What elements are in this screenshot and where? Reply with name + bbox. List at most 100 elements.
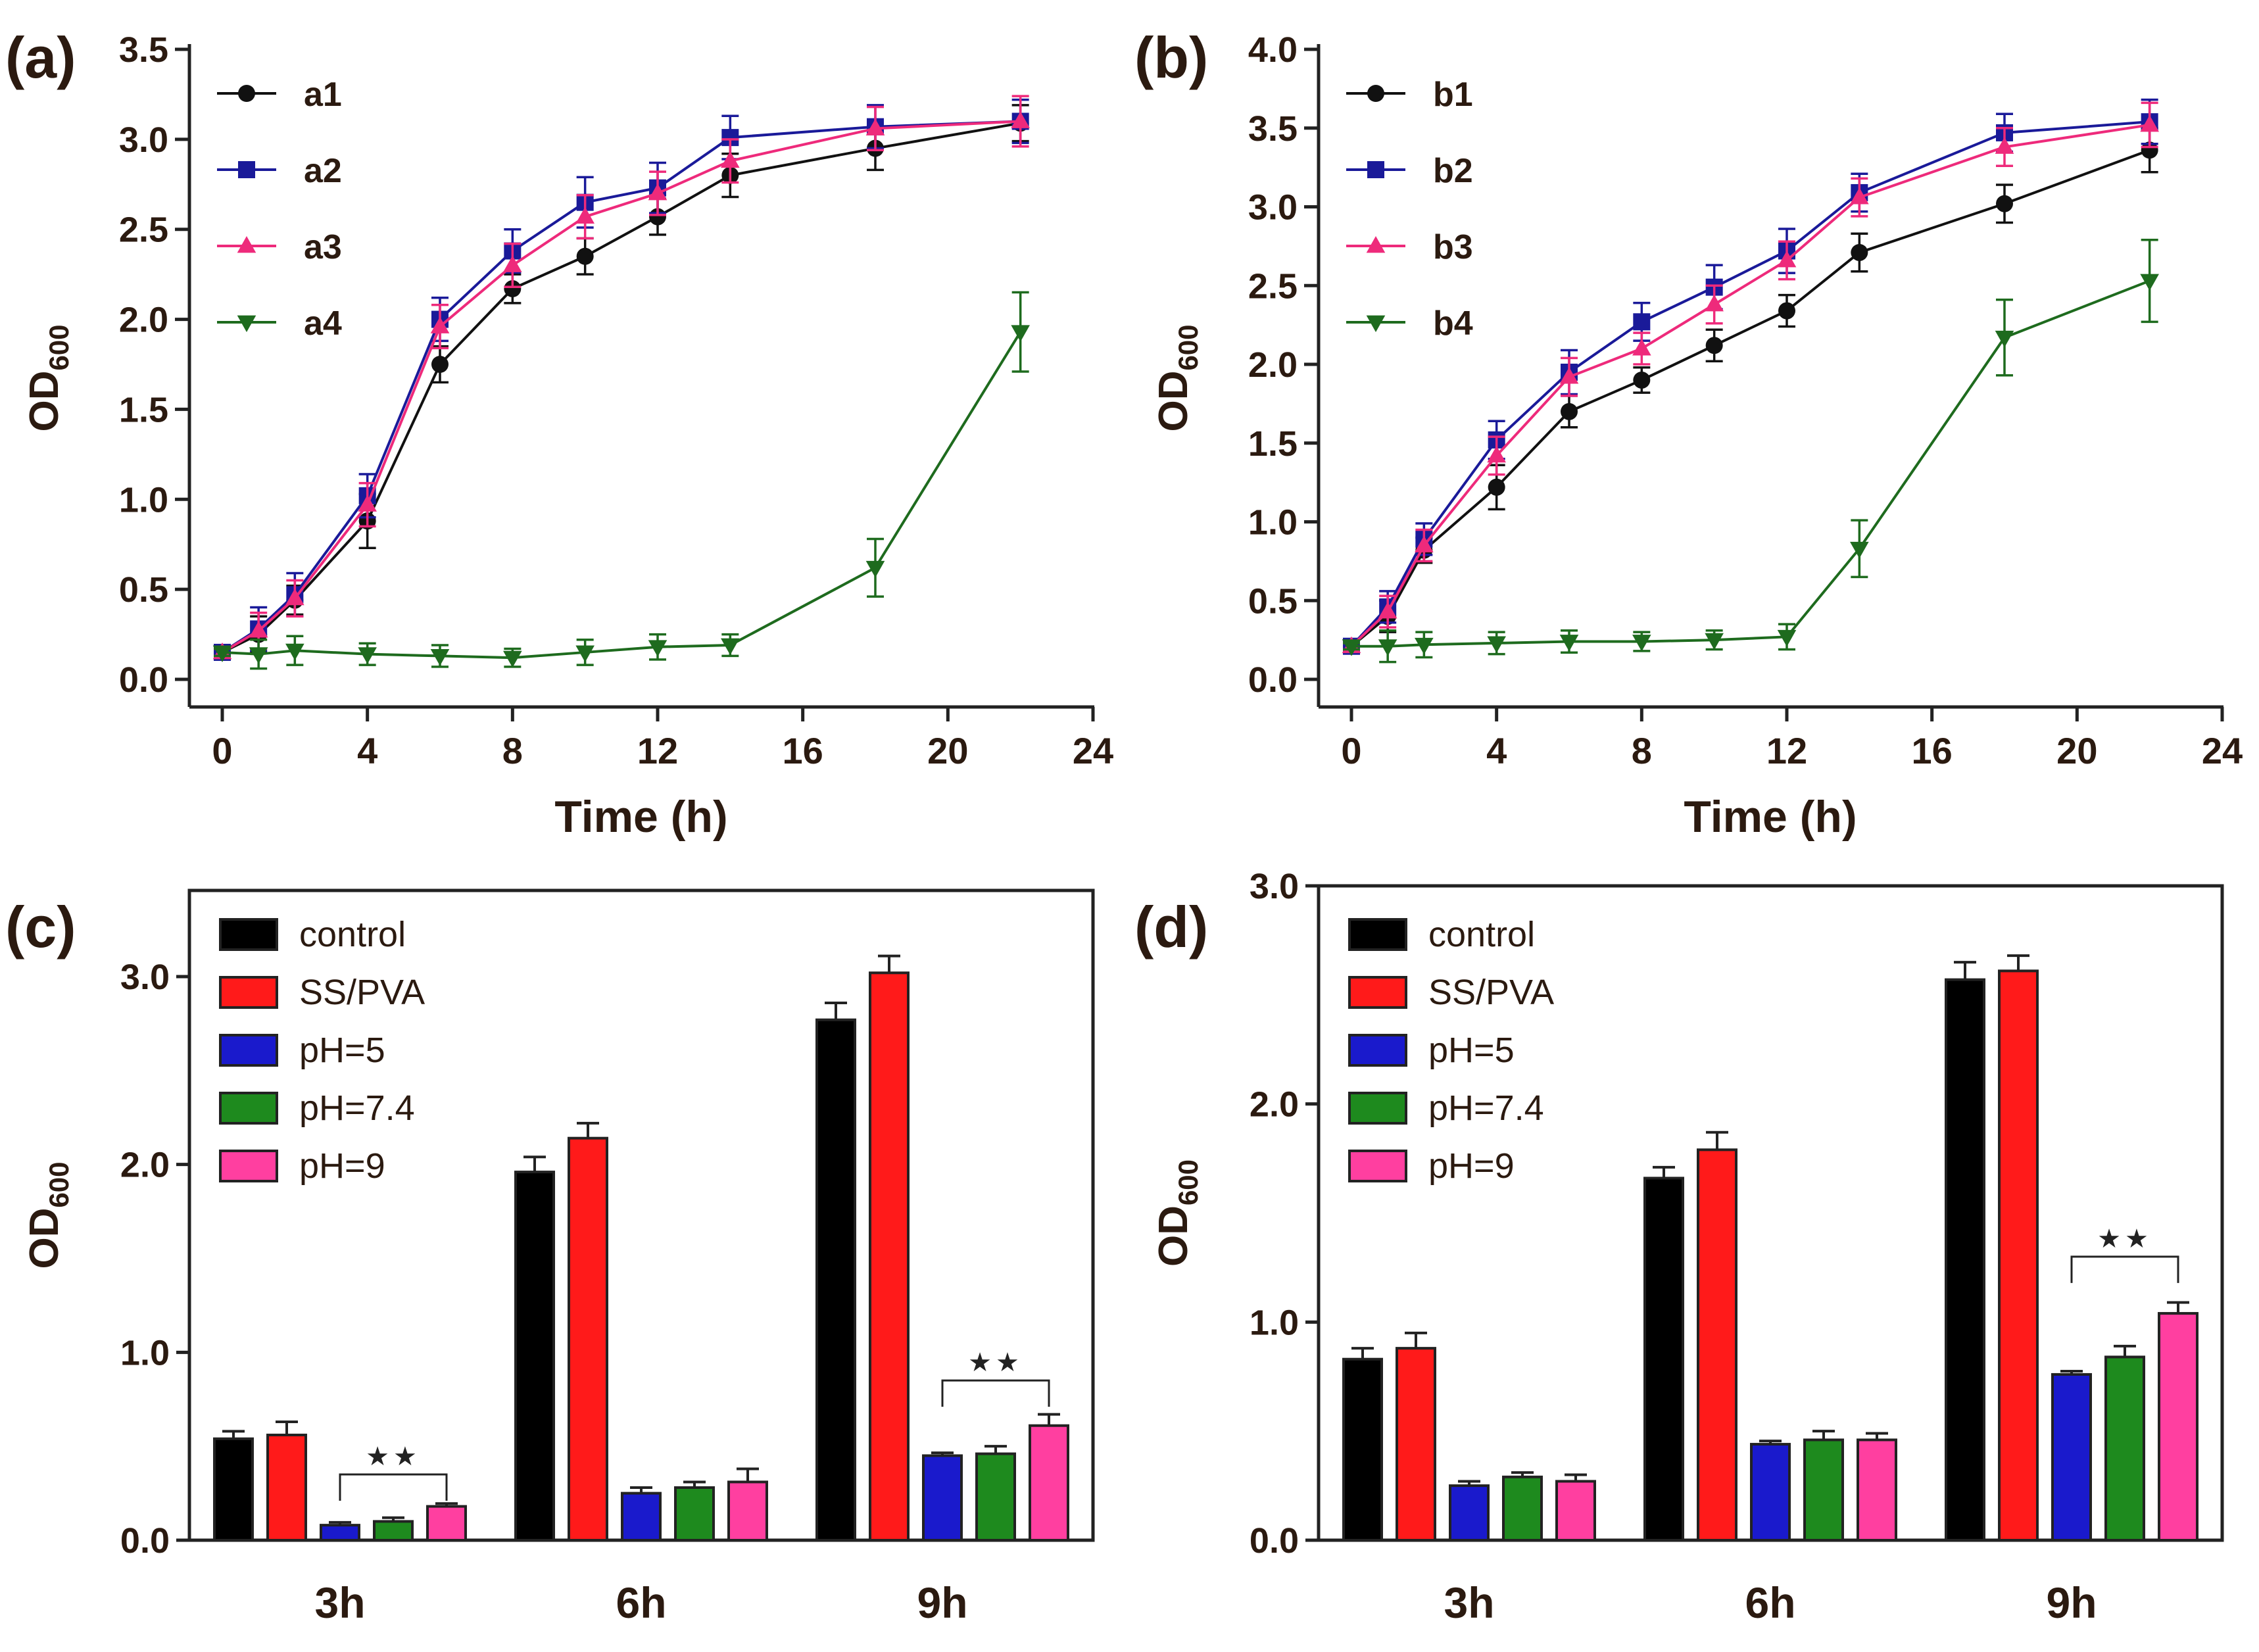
chart-a-point — [721, 638, 740, 655]
chart-d-panel-label: (d) — [1134, 894, 1208, 960]
chart-a-point — [285, 588, 304, 606]
chart-c-legend-swatch — [219, 1150, 278, 1182]
chart-c-legend-label: pH=7.4 — [299, 1088, 415, 1128]
chart-b-y-tick-label: 0.0 — [1248, 660, 1298, 700]
chart-b-series-b2: b2 — [1343, 98, 2158, 655]
chart-c-series-control: control — [213, 915, 856, 1542]
chart-b-y-tick-label: 2.5 — [1248, 266, 1298, 306]
chart-c-bar — [621, 1492, 662, 1542]
chart-c-panel-label: (c) — [5, 894, 76, 960]
chart-c-bar — [922, 1454, 963, 1542]
chart-b-point — [1705, 337, 1723, 354]
chart-a-y-tick-label: 2.5 — [119, 210, 168, 250]
chart-c-series-pH=5: pH=5 — [219, 1031, 963, 1542]
chart-c-bar — [568, 1136, 608, 1542]
chart-c-bar — [213, 1437, 254, 1542]
chart-a-point — [503, 650, 522, 668]
chart-a-point — [358, 495, 377, 512]
chart-b-y-tick-label: 0.5 — [1248, 581, 1298, 621]
chart-b-point — [1995, 137, 2014, 154]
chart-c-legend-label: SS/PVA — [299, 973, 425, 1012]
chart-a-x-tick-label: 12 — [637, 730, 678, 771]
chart-b-point — [1633, 313, 1651, 331]
chart-a-point — [575, 206, 595, 224]
chart-a-point — [865, 118, 885, 135]
chart-d-legend-swatch — [1348, 976, 1407, 1009]
chart-b-point — [1559, 367, 1579, 384]
chart-a-x-tick-label: 4 — [357, 730, 377, 771]
chart-c-y-axis-title-main: OD — [22, 1208, 67, 1269]
chart-d-bar — [1945, 978, 1985, 1542]
chart-d-bar — [1697, 1148, 1737, 1542]
chart-c-x-tick-label: 6h — [616, 1578, 666, 1627]
chart-b-point — [2140, 274, 2159, 291]
chart-b-point — [1995, 330, 2014, 348]
chart-b-point — [1705, 295, 1724, 312]
chart-c-legend-swatch — [219, 1092, 278, 1125]
chart-b-legend-marker — [1367, 85, 1384, 102]
chart-a-series-line — [221, 120, 1021, 654]
chart-a-legend-label: a3 — [304, 228, 342, 266]
chart-b-point — [1378, 602, 1397, 619]
chart-b-legend-label: b3 — [1433, 228, 1473, 266]
chart-c-x-tick-label: 3h — [314, 1578, 365, 1627]
chart-a-y-axis-title-main: OD — [22, 371, 67, 432]
chart-b-point — [1850, 541, 1869, 559]
chart-d-bar — [2104, 1355, 2145, 1542]
chart-d-bar — [1998, 969, 2039, 1542]
chart-d-y-tick-label: 3.0 — [1250, 867, 1299, 906]
chart-a-y-tick-label: 2.0 — [119, 301, 168, 340]
chart-b-point — [1342, 639, 1361, 656]
chart-c-bar — [869, 971, 910, 1542]
chart-b-x-tick-label: 16 — [1912, 730, 1953, 771]
chart-c-legend-label: pH=5 — [299, 1031, 385, 1070]
chart-a-series-a3: a3 — [212, 95, 1030, 660]
chart-b-x-tick-label: 12 — [1766, 730, 1807, 771]
chart-a-point — [1011, 325, 1030, 342]
chart-b-series-line — [1350, 149, 2150, 648]
chart-b-point — [1633, 371, 1651, 389]
chart-b-y-tick-label: 2.0 — [1248, 345, 1298, 385]
chart-b-series-b4: b4 — [1342, 239, 2159, 664]
chart-d-bar — [1342, 1357, 1383, 1542]
chart-d-y-tick-label: 1.0 — [1250, 1303, 1299, 1342]
chart-b-x-tick-label: 4 — [1486, 730, 1507, 771]
chart-b-y-axis-title-subscript: 600 — [1173, 324, 1203, 370]
chart-a-legend-label: a2 — [304, 152, 342, 190]
chart-d-legend-label: pH=7.4 — [1428, 1088, 1544, 1128]
chart-d-bar — [1803, 1438, 1844, 1542]
chart-b-y-axis-title-main: OD — [1151, 371, 1196, 432]
chart-a-point — [575, 645, 595, 662]
chart-b-y-axis-title: OD600 — [1151, 324, 1203, 431]
chart-b-point — [1996, 195, 2013, 212]
chart-b-x-axis-title: Time (h) — [1684, 792, 1857, 842]
chart-c-significance-bracket: ★★ — [339, 1442, 448, 1501]
chart-a-y-tick-label: 3.5 — [119, 30, 168, 70]
chart-b-x-tick-label: 24 — [2202, 730, 2243, 771]
chart-d-legend-label: pH=5 — [1428, 1031, 1515, 1070]
chart-c-bar — [975, 1452, 1016, 1542]
chart-b-point — [1415, 535, 1434, 552]
chart-panel-a: (a) 0.0 0.5 1.0 1.5 2.0 2.5 3.0 3.5 0 4 8 12 16 20 24 Ti… — [0, 0, 1129, 848]
chart-d-legend-swatch — [1348, 1034, 1407, 1067]
chart-a-y-tick-label: 0.5 — [119, 570, 168, 610]
chart-c-bar — [426, 1505, 467, 1542]
chart-panel-d: (d) 0.0 1.0 2.0 3.0 OD600 3h 6h 9h control SS/PVA p… — [1129, 848, 2259, 1649]
chart-d-y-axis-title: OD600 — [1151, 1159, 1203, 1267]
chart-b-point — [1778, 302, 1795, 320]
chart-a-y-axis-title-subscript: 600 — [43, 324, 74, 370]
chart-c-series-pH=7.4: pH=7.4 — [219, 1088, 1016, 1542]
chart-d-series-control: control — [1342, 915, 1985, 1542]
chart-b-legend-label: b4 — [1433, 304, 1473, 343]
chart-a-panel-label: (a) — [5, 25, 76, 90]
chart-d-y-axis-title-subscript: 600 — [1173, 1159, 1203, 1205]
chart-a-series-line — [222, 122, 1021, 654]
chart-b-legend-label: b2 — [1433, 152, 1473, 190]
chart-d-legend-swatch — [1348, 918, 1407, 951]
chart-a-series-line — [222, 331, 1022, 660]
chart-a-y-axis-title: OD600 — [22, 324, 74, 431]
chart-a-x-tick-label: 8 — [502, 730, 523, 771]
chart-b-point — [1632, 635, 1651, 652]
chart-c-y-axis-title-subscript: 600 — [43, 1161, 74, 1207]
chart-c-bar — [815, 1018, 856, 1542]
